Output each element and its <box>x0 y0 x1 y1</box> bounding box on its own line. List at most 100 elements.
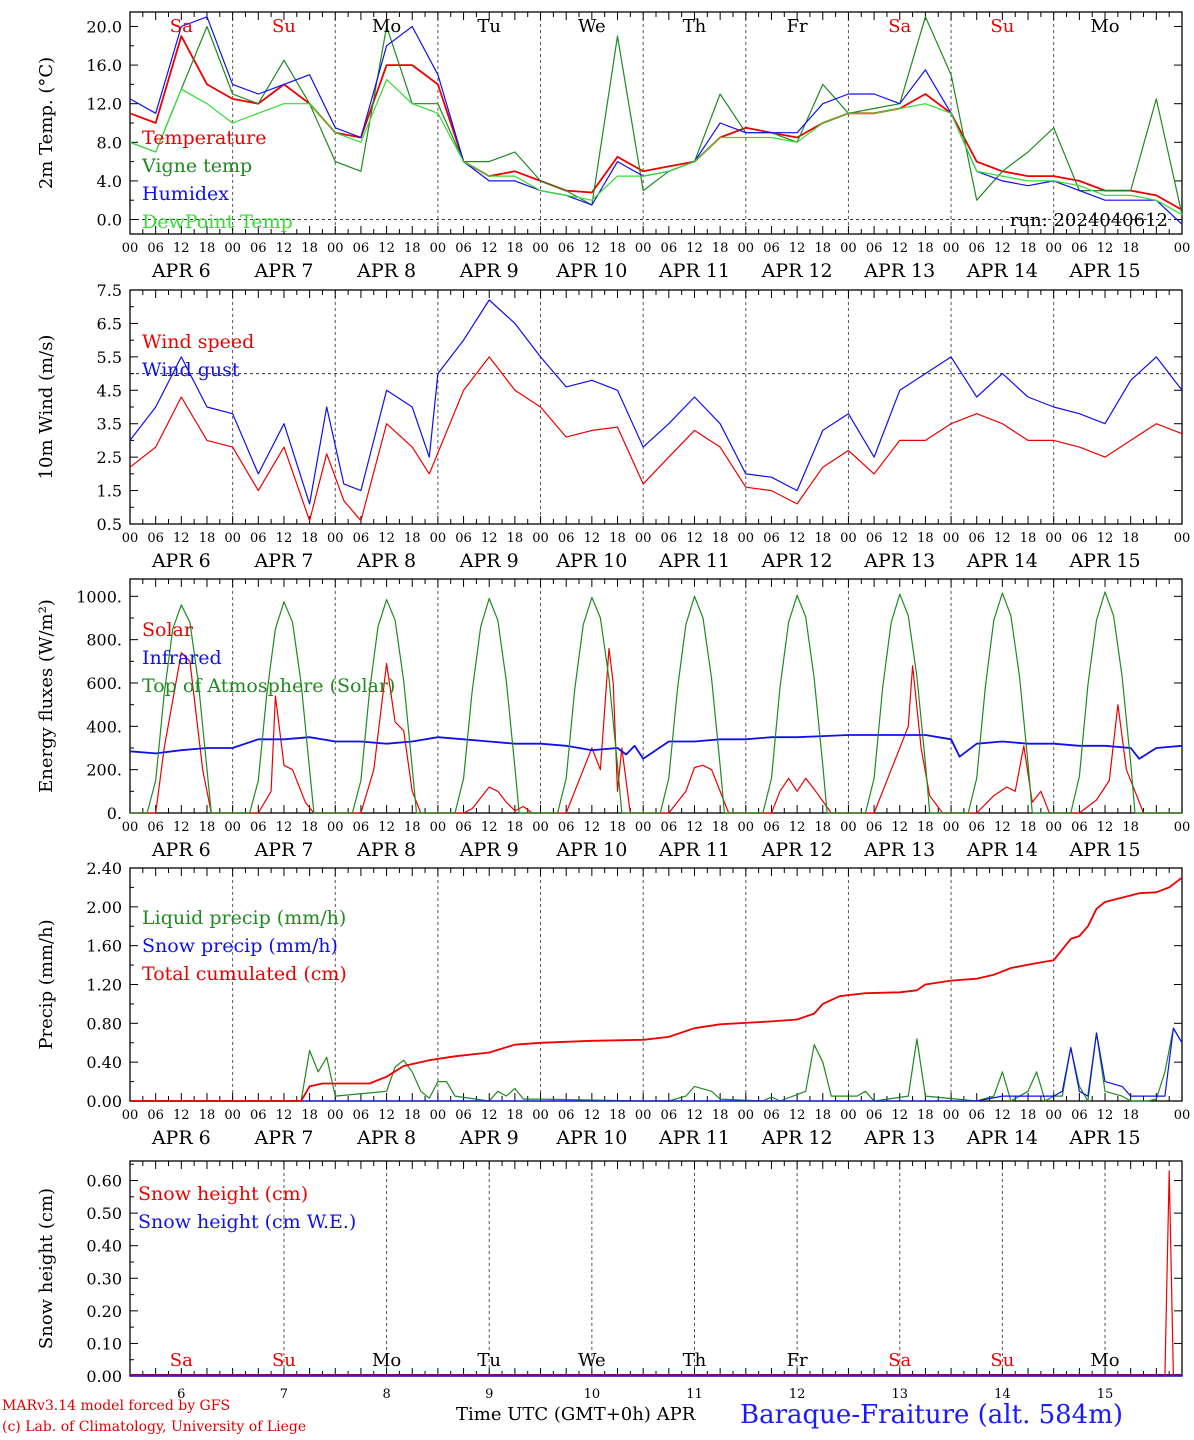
temperature-legend-entry: Humidex <box>142 183 229 205</box>
temperature-hour-label: 12 <box>994 241 1011 256</box>
temperature-hour-label: 18 <box>609 241 626 256</box>
wind-hour-label: 12 <box>584 531 601 546</box>
precip-hour-label: 06 <box>661 1108 678 1123</box>
temperature-y-tick-label: 20.0 <box>86 17 122 36</box>
temperature-day-name: Mo <box>1090 16 1119 37</box>
temperature-y-tick-label: 8.0 <box>97 133 122 152</box>
snow-day-name: We <box>578 1350 606 1371</box>
precip-hour-label: 06 <box>968 1108 985 1123</box>
x-axis-label: Time UTC (GMT+0h) APR <box>456 1404 696 1425</box>
temperature-hour-label: 18 <box>199 241 216 256</box>
precip-hour-label: 18 <box>301 1108 318 1123</box>
temperature-y-tick-label: 12.0 <box>86 95 122 114</box>
wind-hour-label: 00 <box>1045 531 1062 546</box>
precip-date-label: APR 14 <box>966 1127 1038 1149</box>
temperature-hour-label: 18 <box>1122 241 1139 256</box>
precip-date-label: APR 9 <box>459 1127 519 1149</box>
energy-y-tick-label: 1000. <box>76 587 122 606</box>
energy-hour-label: 18 <box>815 820 832 835</box>
precip-hour-label: 12 <box>1097 1108 1114 1123</box>
temperature-hour-label: 18 <box>404 241 421 256</box>
temperature-date-label: APR 11 <box>658 260 730 282</box>
energy-hour-label: 18 <box>507 820 524 835</box>
wind-hour-label: 00 <box>1174 531 1191 546</box>
energy-hour-label: 18 <box>199 820 216 835</box>
precip-hour-label: 12 <box>891 1108 908 1123</box>
temperature-day-name: Su <box>990 16 1014 37</box>
precip-legend-entry: Liquid precip (mm/h) <box>142 907 346 929</box>
precip-hour-label: 06 <box>558 1108 575 1123</box>
energy-y-axis-label: Energy fluxes (W/m²) <box>36 599 57 793</box>
energy-hour-label: 18 <box>301 820 318 835</box>
precip-y-axis-label: Precip (mm/h) <box>36 919 57 1049</box>
temperature-hour-label: 18 <box>712 241 729 256</box>
precip-y-tick-label: 0.00 <box>86 1092 122 1111</box>
temperature-hour-label: 12 <box>891 241 908 256</box>
precip-hour-label: 06 <box>763 1108 780 1123</box>
temperature-hour-label: 12 <box>789 241 806 256</box>
energy-hour-label: 00 <box>430 820 447 835</box>
energy-hour-label: 06 <box>661 820 678 835</box>
wind-hour-label: 06 <box>968 531 985 546</box>
wind-y-tick-label: 5.5 <box>97 348 122 367</box>
temperature-hour-label: 12 <box>378 241 395 256</box>
precip-y-tick-label: 1.60 <box>86 937 122 956</box>
temperature-hour-label: 00 <box>327 241 344 256</box>
temperature-legend-entry: Temperature <box>142 127 266 149</box>
temperature-y-tick-label: 0.0 <box>97 211 122 230</box>
wind-date-label: APR 7 <box>253 550 313 572</box>
wind-date-label: APR 14 <box>966 550 1038 572</box>
energy-hour-label: 00 <box>635 820 652 835</box>
precip-hour-label: 06 <box>1071 1108 1088 1123</box>
snow-day-number: 6 <box>177 1387 185 1402</box>
energy-hour-label: 00 <box>738 820 755 835</box>
temperature-hour-label: 06 <box>455 241 472 256</box>
energy-hour-label: 06 <box>558 820 575 835</box>
energy-y-tick-label: 600. <box>86 674 122 693</box>
wind-hour-label: 18 <box>1020 531 1037 546</box>
energy-y-tick-label: 800. <box>86 631 122 650</box>
wind-series-line <box>129 356 1183 522</box>
temperature-hour-label: 12 <box>481 241 498 256</box>
wind-legend-entry: Wind gust <box>142 359 240 381</box>
precip-y-tick-label: 2.40 <box>86 859 122 878</box>
temperature-date-label: APR 14 <box>966 260 1038 282</box>
energy-hour-label: 12 <box>891 820 908 835</box>
temperature-hour-label: 00 <box>224 241 241 256</box>
temperature-date-label: APR 9 <box>459 260 519 282</box>
snow-legend-entry: Snow height (cm W.E.) <box>138 1211 356 1233</box>
precip-date-label: APR 7 <box>253 1127 313 1149</box>
credits-line-2: (c) Lab. of Climatology, University of L… <box>2 1419 307 1435</box>
wind-hour-label: 12 <box>891 531 908 546</box>
wind-date-label: APR 9 <box>459 550 519 572</box>
wind-hour-label: 00 <box>738 531 755 546</box>
temperature-series-line <box>129 35 1183 211</box>
wind-date-label: APR 13 <box>863 550 935 572</box>
energy-hour-label: 12 <box>378 820 395 835</box>
temperature-day-name: Th <box>683 16 707 37</box>
precip-date-label: APR 12 <box>761 1127 833 1149</box>
energy-hour-label: 18 <box>1020 820 1037 835</box>
temperature-hour-label: 12 <box>276 241 293 256</box>
energy-y-tick-label: 400. <box>86 717 122 736</box>
precip-hour-label: 12 <box>584 1108 601 1123</box>
energy-date-label: APR 13 <box>863 839 935 861</box>
temperature-hour-label: 06 <box>147 241 164 256</box>
snow-day-name: Fr <box>787 1350 808 1371</box>
energy-date-label: APR 9 <box>459 839 519 861</box>
energy-hour-label: 00 <box>224 820 241 835</box>
temperature-day-name: Fr <box>787 16 808 37</box>
wind-hour-label: 12 <box>481 531 498 546</box>
precip-hour-label: 00 <box>1045 1108 1062 1123</box>
wind-hour-label: 12 <box>789 531 806 546</box>
temperature-hour-label: 18 <box>507 241 524 256</box>
energy-date-label: APR 14 <box>966 839 1038 861</box>
energy-series-line <box>130 591 1182 814</box>
wind-date-label: APR 15 <box>1069 550 1141 572</box>
precip-date-label: APR 8 <box>356 1127 416 1149</box>
snow-day-number: 7 <box>280 1387 288 1402</box>
temperature-date-label: APR 13 <box>863 260 935 282</box>
wind-y-tick-label: 2.5 <box>97 448 122 467</box>
energy-hour-label: 12 <box>584 820 601 835</box>
snow-day-name: Mo <box>1090 1350 1119 1371</box>
